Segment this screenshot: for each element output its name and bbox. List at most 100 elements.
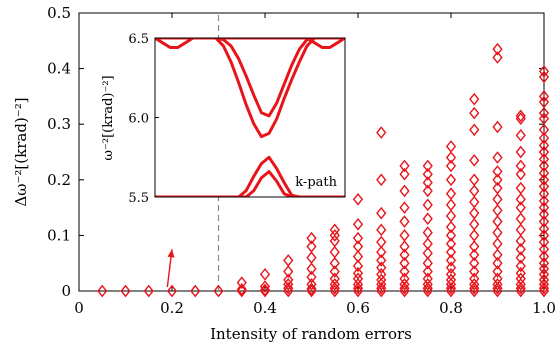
x-tick-label: 0.2	[160, 299, 184, 317]
data-point-marker	[538, 187, 550, 201]
data-point-marker	[538, 70, 550, 84]
data-point-marker	[329, 223, 340, 237]
data-point-marker	[538, 112, 550, 125]
data-point-marker	[469, 173, 480, 187]
data-point-marker	[538, 242, 550, 256]
data-point-marker	[352, 278, 364, 291]
inset-chart: 5.5 6.0 6.5 k-path ω⁻²[(krad)⁻²]	[101, 32, 346, 206]
data-point-marker	[538, 262, 550, 276]
data-point-marker	[469, 123, 480, 137]
data-point-marker	[515, 192, 526, 206]
data-point-marker	[399, 256, 410, 270]
data-point-marker	[492, 237, 503, 251]
data-point-marker	[445, 245, 457, 259]
data-point-marker	[538, 268, 550, 281]
data-point-marker	[492, 173, 503, 187]
data-point-marker	[445, 151, 457, 164]
x-axis-ticks: 0 0.2 0.4 0.6 0.8 1.0	[74, 13, 556, 317]
data-point-marker	[469, 195, 480, 209]
inset-y-tick-label: 6.5	[128, 32, 149, 47]
data-point-marker	[399, 229, 410, 242]
data-point-marker	[306, 278, 317, 291]
data-point-marker	[492, 165, 503, 178]
data-point-marker	[422, 159, 433, 173]
data-point-marker	[515, 212, 526, 226]
inset-band-line	[155, 38, 345, 49]
data-point-marker	[538, 131, 550, 145]
data-point-marker	[352, 259, 364, 273]
y-tick-label: 0.1	[47, 226, 71, 244]
data-point-marker	[376, 223, 387, 237]
data-point-marker	[538, 90, 550, 103]
data-point-marker	[492, 272, 503, 286]
data-point-marker	[283, 273, 294, 287]
data-point-marker	[538, 235, 550, 249]
data-point-marker	[492, 120, 503, 134]
data-point-marker	[492, 248, 503, 262]
data-point-marker	[492, 215, 503, 228]
data-point-marker	[445, 198, 457, 212]
data-point-marker	[422, 226, 433, 239]
data-point-marker	[399, 159, 410, 173]
data-point-marker	[538, 194, 550, 208]
data-point-marker	[445, 159, 457, 173]
data-point-marker	[399, 278, 410, 291]
data-point-marker	[306, 231, 317, 245]
data-point-marker	[445, 273, 457, 287]
data-point-marker	[445, 173, 457, 187]
data-point-marker	[190, 284, 201, 298]
data-point-marker	[515, 278, 526, 291]
inset-y-axis-ticks: 5.5 6.0 6.5	[128, 32, 159, 206]
inset-band-line	[155, 38, 345, 139]
data-point-marker	[445, 209, 457, 223]
data-point-marker	[538, 123, 550, 137]
data-point-marker	[376, 273, 387, 287]
y-tick-label: 0.5	[47, 4, 71, 22]
data-point-marker	[306, 240, 317, 253]
data-point-marker	[445, 261, 457, 274]
data-point-marker	[352, 192, 364, 206]
data-point-marker	[445, 140, 457, 153]
arrow-head	[167, 249, 175, 258]
data-point-marker	[422, 265, 433, 278]
data-point-marker	[492, 192, 503, 206]
data-point-marker	[352, 231, 364, 245]
x-tick-label: 0.4	[253, 299, 277, 317]
data-point-marker	[422, 167, 433, 181]
data-point-marker	[445, 229, 457, 242]
data-point-marker	[376, 173, 387, 187]
data-point-marker	[538, 207, 550, 221]
data-point-marker	[492, 51, 503, 64]
x-tick-label: 0.6	[346, 299, 370, 317]
data-point-marker	[492, 181, 503, 195]
data-point-marker	[376, 245, 387, 259]
data-point-marker	[422, 212, 433, 226]
data-point-marker	[399, 201, 410, 214]
data-point-marker	[538, 222, 550, 236]
main-plot-frame	[78, 12, 545, 292]
data-point-marker	[492, 278, 503, 291]
data-point-marker	[422, 176, 433, 189]
data-point-marker	[422, 278, 433, 291]
data-point-marker	[515, 129, 526, 142]
data-point-marker	[445, 220, 457, 234]
data-point-marker	[236, 276, 247, 289]
data-point-marker	[469, 184, 480, 198]
data-point-marker	[399, 248, 410, 262]
data-point-marker	[538, 201, 550, 214]
data-point-marker	[469, 272, 480, 286]
data-point-marker	[538, 106, 550, 120]
data-point-marker	[329, 256, 340, 270]
data-point-marker	[469, 106, 480, 120]
inset-band-line	[155, 155, 345, 197]
data-point-marker	[329, 265, 340, 278]
data-point-marker	[120, 284, 131, 298]
data-point-marker	[492, 265, 503, 278]
data-point-marker	[515, 259, 526, 273]
data-point-marker	[422, 237, 433, 251]
y-axis-label: Δω⁻²[(krad)⁻²]	[12, 97, 30, 206]
data-point-marker	[97, 284, 108, 298]
y-tick-label: 0	[61, 282, 71, 300]
data-point-marker	[306, 251, 317, 264]
data-point-marker	[352, 240, 364, 253]
